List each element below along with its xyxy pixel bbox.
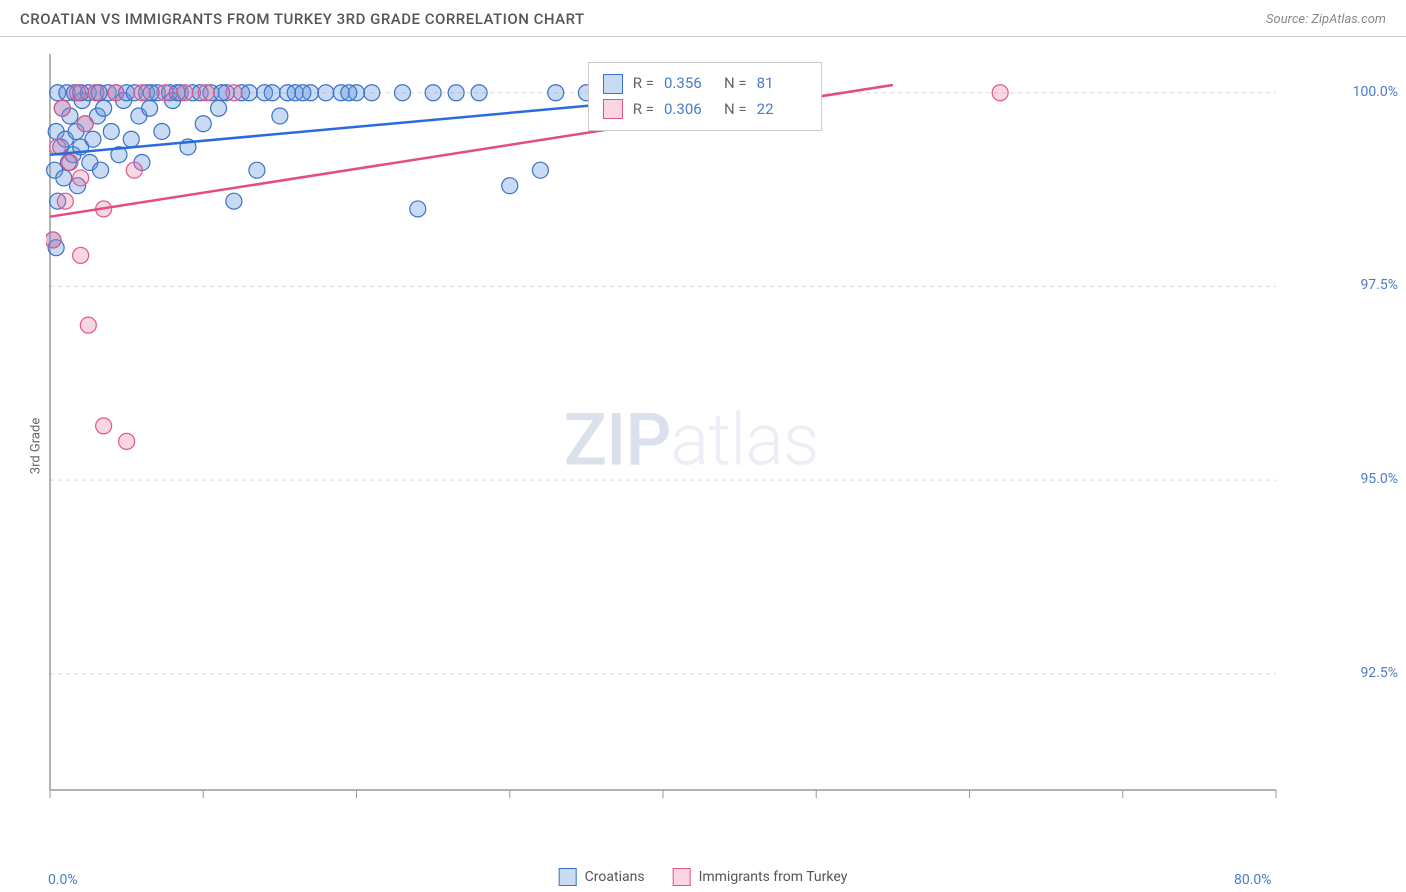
r-label: R = — [633, 71, 654, 97]
y-tick-label: 100.0% — [1353, 84, 1398, 100]
n-value: 81 — [757, 71, 807, 97]
r-label: R = — [633, 97, 654, 123]
x-tick-label: 0.0% — [48, 872, 78, 888]
y-axis-label: 3rd Grade — [29, 418, 44, 474]
legend-swatch — [559, 868, 577, 886]
chart-header: CROATIAN VS IMMIGRANTS FROM TURKEY 3RD G… — [0, 0, 1406, 37]
series-legend: Croatians Immigrants from Turkey — [559, 868, 848, 886]
x-tick-label: 80.0% — [1234, 872, 1272, 888]
legend-label: Immigrants from Turkey — [699, 869, 848, 885]
n-label: N = — [724, 97, 747, 123]
correlation-row: R = 0.306 N = 22 — [603, 97, 807, 123]
legend-item: Immigrants from Turkey — [673, 868, 848, 886]
chart-title: CROATIAN VS IMMIGRANTS FROM TURKEY 3RD G… — [20, 10, 585, 28]
correlation-swatch — [603, 99, 623, 119]
y-tick-label: 95.0% — [1360, 471, 1398, 487]
chart-plot-area: ZIPatlas R = 0.356 N = 81 R = 0.306 N = … — [46, 50, 1336, 830]
correlation-row: R = 0.356 N = 81 — [603, 71, 807, 97]
legend-label: Croatians — [585, 869, 645, 885]
correlation-swatch — [603, 74, 623, 94]
y-tick-label: 97.5% — [1360, 277, 1398, 293]
n-value: 22 — [757, 97, 807, 123]
n-label: N = — [724, 71, 747, 97]
y-tick-label: 92.5% — [1360, 665, 1398, 681]
legend-swatch — [673, 868, 691, 886]
chart-source: Source: ZipAtlas.com — [1266, 12, 1386, 27]
r-value: 0.306 — [664, 97, 714, 123]
r-value: 0.356 — [664, 71, 714, 97]
correlation-legend-box: R = 0.356 N = 81 R = 0.306 N = 22 — [588, 62, 822, 131]
legend-item: Croatians — [559, 868, 645, 886]
scatter-plot-svg — [46, 50, 1336, 830]
